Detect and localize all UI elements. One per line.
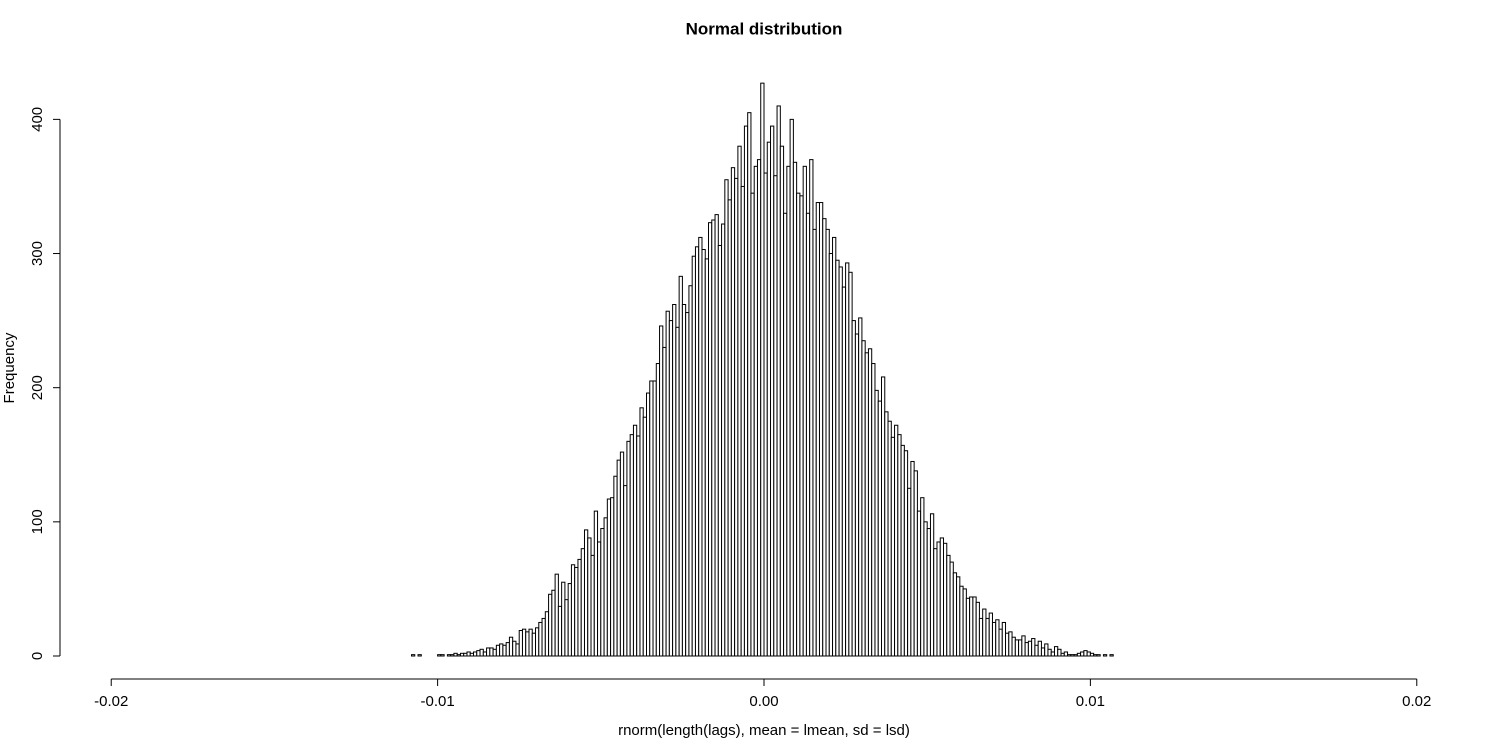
chart-title: Normal distribution bbox=[686, 19, 843, 38]
y-tick-label: 200 bbox=[29, 375, 46, 400]
bar bbox=[411, 654, 416, 657]
x-tick-label: 0.01 bbox=[1076, 693, 1105, 710]
x-tick-label: 0.00 bbox=[749, 693, 778, 710]
bar bbox=[440, 654, 445, 657]
bar bbox=[1096, 654, 1101, 657]
y-axis-label: Frequency bbox=[1, 332, 18, 403]
bar bbox=[1102, 654, 1108, 657]
bar bbox=[1063, 651, 1069, 657]
y-tick-label: 100 bbox=[29, 509, 46, 534]
bar bbox=[417, 654, 422, 657]
y-tick-label: 400 bbox=[29, 107, 46, 132]
x-axis-label: rnorm(length(lags), mean = lmean, sd = l… bbox=[618, 722, 910, 739]
y-tick-label: 0 bbox=[29, 652, 46, 660]
x-tick-label: -0.01 bbox=[421, 693, 455, 710]
bar bbox=[1057, 648, 1062, 657]
bar bbox=[1109, 654, 1114, 657]
x-tick-label: -0.02 bbox=[94, 693, 128, 710]
x-tick-label: 0.02 bbox=[1402, 693, 1431, 710]
y-tick-label: 300 bbox=[29, 241, 46, 266]
